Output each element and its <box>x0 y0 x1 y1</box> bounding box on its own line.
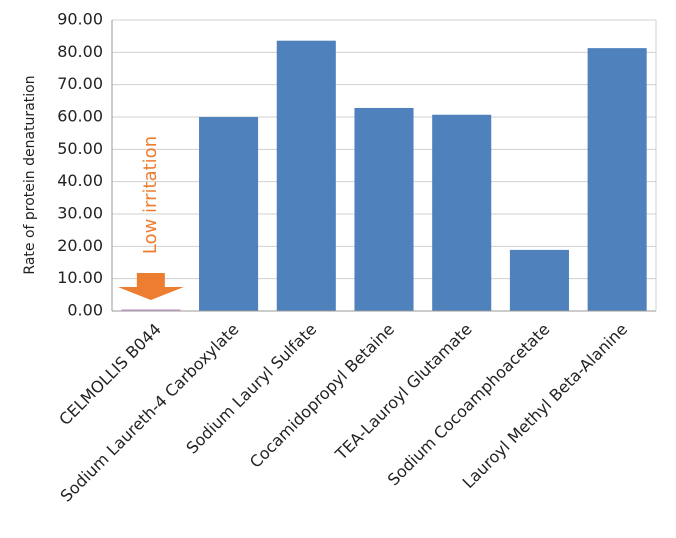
bar <box>354 107 414 312</box>
x-tick-label: Sodium Lauryl Sulfate <box>182 320 320 458</box>
y-tick-label: 30.00 <box>57 204 103 223</box>
x-tick-label: TEA-Lauroyl Glutamate <box>331 320 476 465</box>
annotation-arrow <box>117 273 184 300</box>
y-tick-label: 40.00 <box>57 171 103 190</box>
y-tick-label: 50.00 <box>57 139 103 158</box>
y-axis-label: Rate of protein denaturation <box>22 75 38 274</box>
y-tick-label: 0.00 <box>67 301 103 320</box>
bar <box>587 48 647 311</box>
bar <box>121 309 181 311</box>
bar <box>276 40 336 312</box>
y-tick-label: 80.00 <box>57 42 103 61</box>
bar <box>199 117 259 311</box>
y-tick-label: 90.00 <box>57 10 103 29</box>
x-tick-label: Lauroyl Methyl Beta-Alanine <box>459 320 632 493</box>
bar <box>509 249 569 311</box>
y-tick-label: 70.00 <box>57 74 103 93</box>
bar <box>432 114 492 311</box>
y-tick-label: 60.00 <box>57 107 103 126</box>
annotation: Low irritation <box>140 136 161 254</box>
x-tick-label: Cocamidopropyl Betaine <box>246 320 398 472</box>
y-tick-label: 10.00 <box>57 268 103 287</box>
y-tick-label: 20.00 <box>57 236 103 255</box>
x-tick-label: Sodium Cocoamphoacetate <box>384 320 554 490</box>
